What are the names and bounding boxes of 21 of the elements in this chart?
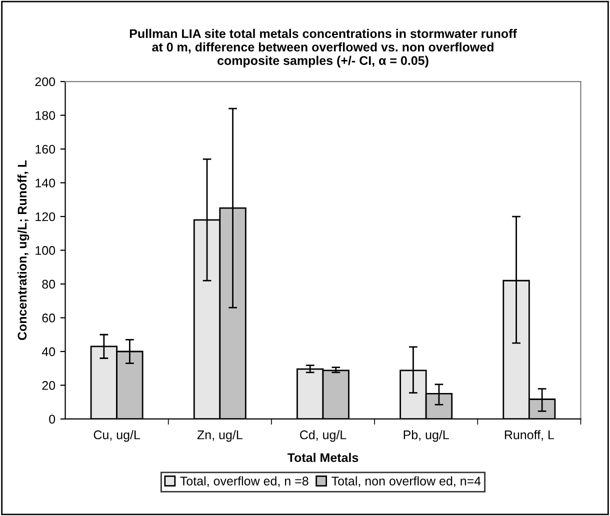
- x-tick-label: Cd, ug/L: [300, 430, 346, 442]
- y-tick-label: 120: [36, 212, 56, 222]
- chart-title: Pullman LIA site total metals concentrations in stormwater runoff at 0 m, difference between overflowed vs. non overflowed composite samples (+/- CI, α = 0.05): [130, 28, 517, 68]
- y-tick-label: 0: [49, 414, 56, 424]
- y-tick-label: 180: [36, 111, 56, 120]
- y-tick-label: 160: [36, 144, 56, 154]
- y-tick-label: 40: [42, 347, 56, 356]
- y-axis-title: Concentration, ug/L; Runoff, L: [17, 160, 30, 340]
- y-tick-label: 60: [42, 314, 56, 322]
- legend-label: Total, non overflow ed, n=4: [332, 476, 481, 487]
- y-tick-label: 100: [36, 246, 56, 255]
- x-tick-label: Zn, ug/L: [197, 430, 242, 442]
- y-tick-label: 200: [35, 77, 56, 86]
- y-tick-label: 80: [42, 280, 56, 289]
- x-tick-label: Runoff, L: [504, 430, 554, 441]
- legend-label: Total, overflow ed, n =8: [180, 476, 308, 487]
- x-tick-label: Pb, ug/L: [404, 430, 449, 442]
- x-tick-label: Cu, ug/L: [94, 430, 140, 442]
- x-axis-title: Total Metals: [287, 452, 358, 462]
- y-tick-label: 140: [36, 178, 56, 188]
- y-tick-label: 20: [42, 381, 56, 390]
